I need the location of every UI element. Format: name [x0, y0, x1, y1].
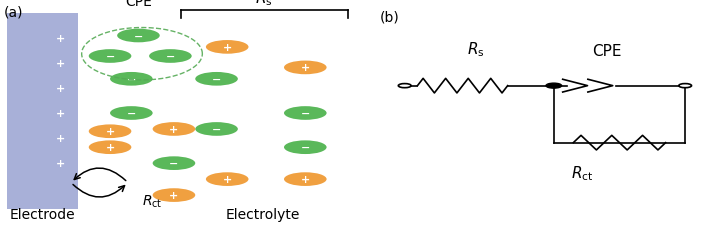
Circle shape	[284, 107, 327, 120]
Circle shape	[89, 141, 131, 154]
Text: −: −	[300, 143, 310, 153]
Text: −: −	[300, 109, 310, 118]
Circle shape	[117, 30, 160, 43]
Circle shape	[206, 173, 248, 186]
Text: −: −	[212, 124, 222, 134]
Text: −: −	[126, 74, 136, 84]
Text: Electrolyte: Electrolyte	[226, 207, 300, 221]
Text: +: +	[55, 84, 65, 94]
Circle shape	[398, 84, 411, 88]
Text: +: +	[55, 34, 65, 44]
Circle shape	[110, 107, 153, 120]
Text: −: −	[133, 31, 143, 41]
Circle shape	[110, 73, 153, 86]
Text: (a): (a)	[4, 6, 23, 20]
Text: Electrode: Electrode	[10, 207, 75, 221]
Text: +: +	[169, 124, 179, 134]
Text: CPE: CPE	[592, 44, 622, 59]
Circle shape	[284, 141, 327, 154]
Text: +: +	[222, 174, 232, 184]
Text: $R_\mathrm{ct}$: $R_\mathrm{ct}$	[571, 163, 594, 182]
Text: +: +	[222, 43, 232, 53]
Circle shape	[195, 123, 238, 136]
Circle shape	[195, 73, 238, 86]
Text: −: −	[169, 158, 179, 168]
Circle shape	[679, 84, 692, 88]
Circle shape	[153, 123, 195, 136]
Circle shape	[153, 157, 195, 170]
Text: +: +	[55, 59, 65, 69]
Text: +: +	[169, 190, 179, 200]
Text: CPE: CPE	[125, 0, 152, 9]
Bar	[7, 14, 78, 209]
Text: +: +	[300, 174, 310, 184]
Text: −: −	[212, 74, 222, 84]
Circle shape	[284, 61, 327, 75]
Text: (b): (b)	[380, 10, 400, 24]
Text: +: +	[105, 143, 115, 153]
Circle shape	[546, 84, 562, 89]
Text: +: +	[105, 127, 115, 137]
Text: $R_\mathrm{ct}$: $R_\mathrm{ct}$	[142, 193, 163, 209]
Text: +: +	[55, 158, 65, 168]
Text: +: +	[55, 109, 65, 118]
Circle shape	[89, 125, 131, 138]
Circle shape	[206, 41, 248, 54]
Circle shape	[284, 173, 327, 186]
Text: +: +	[55, 133, 65, 143]
Text: −: −	[105, 52, 115, 62]
Text: $R_\mathrm{s}$: $R_\mathrm{s}$	[256, 0, 273, 8]
Text: $R_\mathrm{s}$: $R_\mathrm{s}$	[467, 40, 484, 59]
Circle shape	[153, 188, 195, 202]
Text: +: +	[300, 63, 310, 73]
Circle shape	[149, 50, 192, 64]
Circle shape	[89, 50, 131, 64]
Text: −: −	[165, 52, 175, 62]
Text: −: −	[126, 109, 136, 118]
